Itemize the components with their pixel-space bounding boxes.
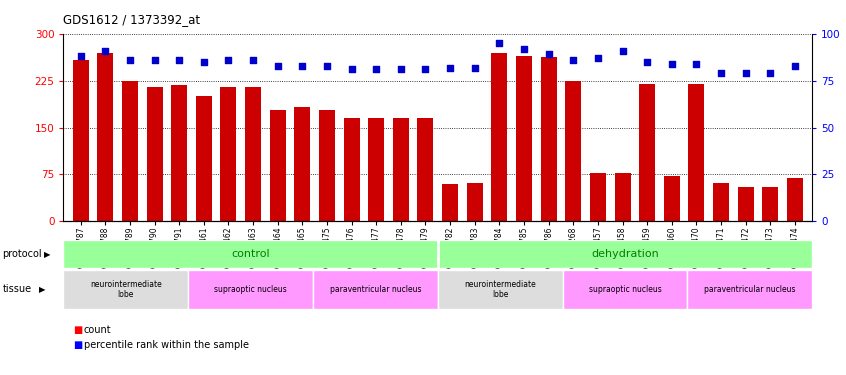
- Bar: [393, 118, 409, 221]
- Bar: [63, 240, 437, 268]
- Point: [74, 53, 87, 59]
- Text: dehydration: dehydration: [591, 249, 659, 259]
- Text: ▶: ▶: [39, 285, 46, 294]
- Bar: [417, 118, 433, 221]
- Bar: [541, 57, 557, 221]
- Text: neurointermediate
lobe: neurointermediate lobe: [90, 280, 162, 299]
- Point: [739, 70, 752, 76]
- Bar: [565, 81, 581, 221]
- Bar: [563, 270, 687, 309]
- Bar: [590, 172, 606, 221]
- Text: tissue: tissue: [3, 285, 31, 294]
- Point: [492, 40, 506, 46]
- Point: [148, 57, 162, 63]
- Point: [320, 63, 333, 69]
- Bar: [294, 107, 310, 221]
- Bar: [270, 110, 286, 221]
- Point: [98, 48, 112, 54]
- Bar: [343, 118, 360, 221]
- Text: supraoptic nucleus: supraoptic nucleus: [589, 285, 662, 294]
- Point: [616, 48, 629, 54]
- Bar: [437, 240, 812, 268]
- Point: [591, 55, 605, 61]
- Text: percentile rank within the sample: percentile rank within the sample: [84, 340, 249, 350]
- Point: [394, 66, 408, 72]
- Bar: [713, 183, 729, 221]
- Bar: [63, 270, 188, 309]
- Bar: [437, 270, 563, 309]
- Text: protocol: protocol: [3, 249, 42, 259]
- Point: [567, 57, 580, 63]
- Point: [640, 59, 654, 65]
- Bar: [188, 270, 313, 309]
- Bar: [689, 84, 705, 221]
- Text: ■: ■: [74, 325, 83, 335]
- Point: [443, 64, 457, 70]
- Bar: [614, 172, 630, 221]
- Point: [542, 51, 556, 57]
- Bar: [221, 87, 237, 221]
- Text: GDS1612 / 1373392_at: GDS1612 / 1373392_at: [63, 13, 201, 26]
- Bar: [73, 60, 89, 221]
- Point: [345, 66, 359, 72]
- Point: [271, 63, 284, 69]
- Point: [714, 70, 728, 76]
- Point: [665, 61, 678, 67]
- Point: [764, 70, 777, 76]
- Text: paraventricular nucleus: paraventricular nucleus: [330, 285, 421, 294]
- Bar: [442, 184, 459, 221]
- Point: [419, 66, 432, 72]
- Point: [689, 61, 703, 67]
- Bar: [738, 187, 754, 221]
- Point: [295, 63, 309, 69]
- Bar: [97, 53, 113, 221]
- Bar: [639, 84, 655, 221]
- Bar: [313, 270, 437, 309]
- Text: control: control: [231, 249, 270, 259]
- Bar: [467, 183, 483, 221]
- Bar: [319, 110, 335, 221]
- Bar: [245, 87, 261, 221]
- Bar: [516, 56, 532, 221]
- Text: count: count: [84, 325, 112, 335]
- Bar: [787, 177, 803, 221]
- Point: [173, 57, 186, 63]
- Bar: [687, 270, 812, 309]
- Point: [124, 57, 137, 63]
- Text: supraoptic nucleus: supraoptic nucleus: [214, 285, 287, 294]
- Bar: [195, 96, 212, 221]
- Bar: [492, 53, 508, 221]
- Text: paraventricular nucleus: paraventricular nucleus: [704, 285, 795, 294]
- Point: [222, 57, 235, 63]
- Point: [197, 59, 211, 65]
- Point: [468, 64, 481, 70]
- Bar: [146, 87, 162, 221]
- Bar: [122, 81, 138, 221]
- Text: ▶: ▶: [44, 250, 51, 259]
- Point: [370, 66, 383, 72]
- Point: [517, 46, 530, 52]
- Bar: [762, 187, 778, 221]
- Text: ■: ■: [74, 340, 83, 350]
- Point: [788, 63, 802, 69]
- Text: neurointermediate
lobe: neurointermediate lobe: [464, 280, 536, 299]
- Bar: [171, 85, 187, 221]
- Point: [246, 57, 260, 63]
- Bar: [664, 176, 680, 221]
- Bar: [368, 118, 384, 221]
